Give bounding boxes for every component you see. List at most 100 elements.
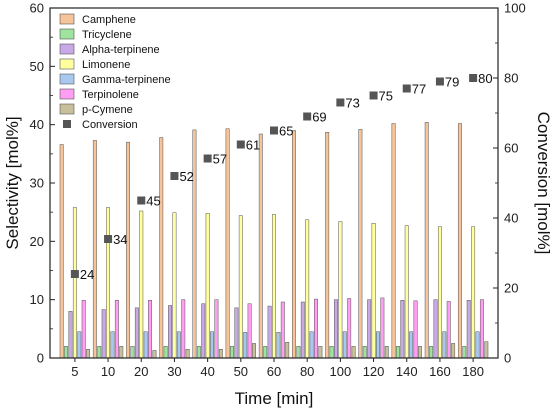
legend: Camphene Tricyclene Alpha-terpinene Limonen… bbox=[59, 13, 171, 131]
bar-alpha-terpinene bbox=[101, 309, 106, 359]
bar-gamma-terpinene bbox=[475, 331, 480, 359]
conversion-marker bbox=[469, 74, 478, 82]
bar-tricyclene bbox=[429, 346, 434, 359]
y-axis-title: Selectivity [mol%] bbox=[3, 116, 22, 249]
x-tick-label: 60 bbox=[267, 364, 281, 379]
bar-camphene bbox=[258, 133, 263, 359]
conversion-label: 79 bbox=[445, 75, 459, 90]
bar-p-cymene bbox=[484, 341, 489, 359]
bar-limonene bbox=[437, 226, 442, 359]
bar-alpha-terpinene bbox=[334, 299, 338, 359]
bar-gamma-terpinene bbox=[342, 331, 347, 359]
legend-swatch bbox=[59, 43, 75, 55]
bar-p-cymene bbox=[451, 343, 456, 359]
bar-terpinolene bbox=[247, 303, 252, 359]
bar-limonene bbox=[172, 212, 177, 359]
bar-limonene bbox=[371, 223, 376, 359]
x-tick-label: 50 bbox=[234, 364, 248, 379]
legend-swatch bbox=[59, 103, 75, 115]
bar-p-cymene bbox=[384, 346, 389, 359]
x-axis-title: Time [min] bbox=[235, 389, 314, 408]
y2-tick-label: 0 bbox=[504, 351, 511, 366]
conversion-marker bbox=[303, 112, 312, 121]
bar-terpinolene bbox=[280, 301, 285, 359]
bar-tricyclene bbox=[296, 346, 301, 359]
bar-terpinolene bbox=[81, 300, 86, 359]
bar-alpha-terpinene bbox=[68, 311, 73, 359]
bar-alpha-terpinene bbox=[367, 299, 372, 359]
conversion-marker bbox=[236, 140, 245, 149]
bar-terpinolene bbox=[314, 298, 318, 359]
legend-label: Conversion bbox=[82, 119, 138, 131]
bar-camphene bbox=[159, 137, 164, 359]
bar-alpha-terpinene bbox=[234, 307, 239, 359]
bar-p-cymene bbox=[318, 346, 323, 359]
bar-gamma-terpinene bbox=[77, 331, 82, 359]
bar-camphene bbox=[358, 129, 363, 359]
conversion-marker bbox=[137, 196, 146, 205]
bar-camphene bbox=[325, 132, 330, 359]
conversion-marker bbox=[70, 270, 79, 278]
bar-p-cymene bbox=[86, 349, 91, 359]
bar-camphene bbox=[457, 123, 462, 359]
bar-terpinolene bbox=[214, 299, 219, 359]
bar-alpha-terpinene bbox=[400, 300, 405, 359]
y-tick-label: 0 bbox=[37, 351, 44, 366]
bar-terpinolene bbox=[413, 300, 418, 359]
conversion-label: 34 bbox=[113, 232, 127, 247]
bar-terpinolene bbox=[479, 299, 484, 359]
conversion-label: 73 bbox=[345, 96, 359, 111]
bar-limonene bbox=[72, 207, 77, 359]
conversion-marker bbox=[336, 98, 345, 107]
legend-label: Limonene bbox=[82, 59, 130, 71]
conversion-label: 80 bbox=[478, 71, 492, 86]
bar-tricyclene bbox=[97, 346, 102, 359]
y-tick-label: 10 bbox=[30, 292, 44, 307]
conversion-label: 45 bbox=[146, 194, 160, 209]
bar-terpinolene bbox=[181, 299, 186, 359]
legend-swatch bbox=[59, 13, 75, 25]
legend-swatch bbox=[59, 28, 75, 40]
bar-gamma-terpinene bbox=[176, 331, 181, 359]
bar-gamma-terpinene bbox=[409, 331, 414, 359]
bar-alpha-terpinene bbox=[300, 301, 305, 359]
bar-alpha-terpinene bbox=[466, 300, 471, 359]
bar-terpinolene bbox=[347, 298, 352, 359]
y2-tick-label: 20 bbox=[504, 281, 518, 296]
bar-tricyclene bbox=[362, 346, 367, 359]
bar-limonene bbox=[272, 214, 276, 359]
x-tick-label: 140 bbox=[396, 364, 418, 379]
bar-tricyclene bbox=[130, 346, 135, 359]
legend-label: p-Cymene bbox=[82, 104, 133, 116]
y2-tick-label: 40 bbox=[504, 211, 518, 226]
bar-tricyclene bbox=[196, 346, 201, 359]
legend-swatch bbox=[59, 58, 75, 70]
bar-limonene bbox=[338, 221, 343, 359]
y2-tick-label: 100 bbox=[504, 1, 526, 16]
x-tick-label: 120 bbox=[363, 364, 385, 379]
legend-label: Camphene bbox=[82, 14, 136, 26]
bar-p-cymene bbox=[417, 346, 422, 359]
legend-swatch bbox=[59, 73, 75, 85]
x-tick-label: 5 bbox=[71, 364, 78, 379]
y2-tick-label: 60 bbox=[504, 141, 518, 156]
x-tick-label: 100 bbox=[330, 364, 352, 379]
conversion-series: 24 34 45 52 57 61 65 69 73 75 77 79 80 bbox=[70, 71, 493, 282]
bar-limonene bbox=[238, 215, 243, 359]
x-tick-label: 160 bbox=[429, 364, 451, 379]
conversion-label: 61 bbox=[246, 138, 260, 153]
bar-gamma-terpinene bbox=[243, 332, 248, 359]
bar-terpinolene bbox=[380, 297, 385, 359]
bar-limonene bbox=[404, 225, 409, 359]
bar-limonene bbox=[305, 219, 310, 359]
bar-gamma-terpinene bbox=[376, 331, 380, 359]
bar-limonene bbox=[471, 226, 476, 359]
bar-alpha-terpinene bbox=[433, 299, 438, 359]
bar-camphene bbox=[59, 144, 64, 359]
legend-label: Alpha-terpinene bbox=[82, 44, 160, 56]
bar-camphene bbox=[424, 122, 429, 359]
y-tick-label: 20 bbox=[30, 234, 44, 249]
bar-p-cymene bbox=[252, 343, 256, 359]
